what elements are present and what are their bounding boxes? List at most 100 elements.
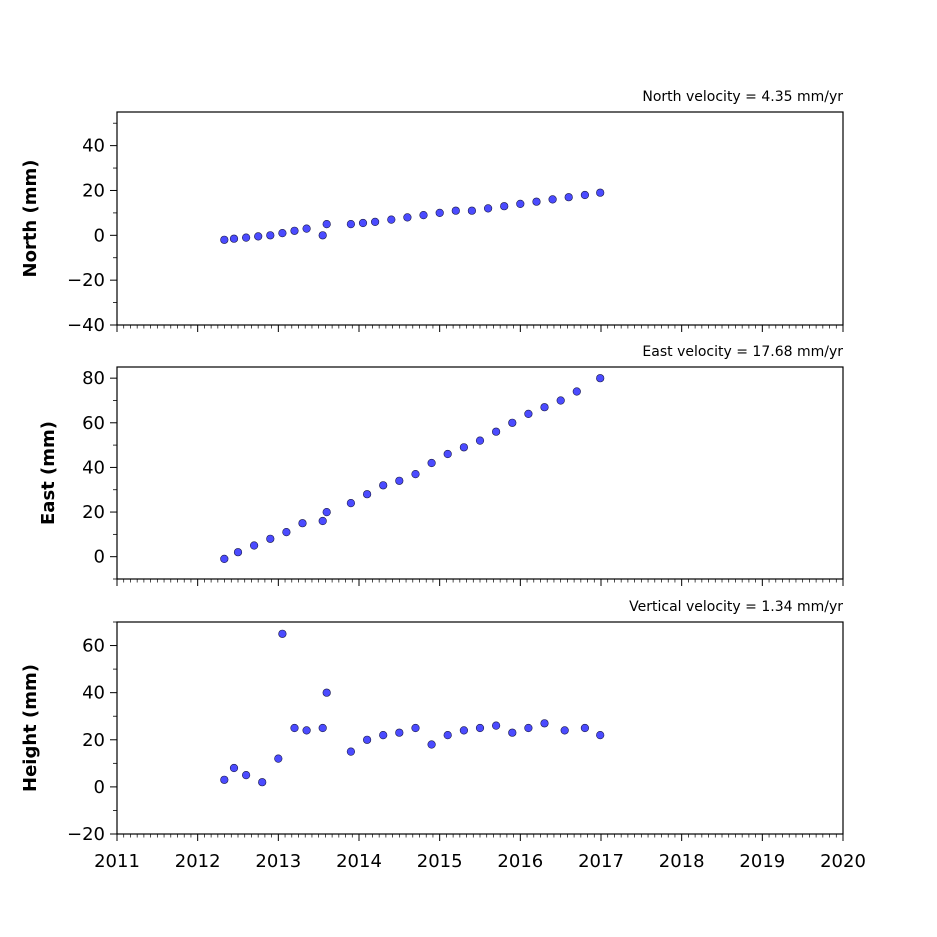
north-velocity-label: North velocity = 4.35 mm/yr [642,89,843,105]
height-data-point [475,723,485,733]
x-tick-label: 2011 [94,851,140,872]
north-data-point [290,226,299,235]
height-data-point [492,721,501,730]
north-data-point [278,229,287,238]
height-data-point [220,775,229,784]
height-y-tick-label: 20 [82,730,105,751]
height-y-axis-label: Height (mm) [20,664,41,792]
height-data-point [290,723,299,733]
east-data-point [540,403,549,412]
north-data-point [322,220,331,229]
east-data-point [524,409,533,419]
east-velocity-label: East velocity = 17.68 mm/yr [642,344,843,360]
east-data-point [443,449,452,459]
north-data-point [302,224,311,233]
east-y-tick-label: 20 [82,502,105,523]
height-data-point [540,719,549,728]
east-data-point [322,507,331,517]
north-data-point [358,218,368,228]
east-data-point [346,499,356,508]
height-panel: Vertical velocity = 1.34 mm/yr Height (mm… [20,599,866,872]
east-data-point [233,548,243,557]
east-panel: East velocity = 17.68 mm/yr East (mm) 0 20 4… [38,344,844,586]
height-data-point [242,770,251,780]
east-data-point [363,490,372,499]
height-velocity-label: Vertical velocity = 1.34 mm/yr [629,599,843,615]
north-data-point [500,202,509,211]
north-data-point [467,206,477,215]
north-data-point [266,231,275,240]
north-data-point [229,234,239,243]
x-tick-label: 2013 [255,851,301,872]
east-data-point [492,427,501,436]
height-y-tick-label: 0 [94,777,105,798]
east-data-point [298,519,307,528]
north-data-point [419,211,428,220]
height-data-point [508,728,517,737]
north-data-point [580,190,590,200]
height-data-points [220,629,605,787]
north-data-point [596,188,605,197]
height-data-point [560,726,569,735]
east-data-point [379,481,388,490]
north-y-tick-label: −40 [67,315,105,336]
east-data-point [427,458,436,468]
north-y-tick-label: −20 [67,270,105,291]
height-data-point [411,723,420,733]
height-data-point [278,629,287,638]
north-data-point [242,233,251,242]
east-data-point [282,527,291,537]
north-data-point [516,199,525,208]
north-data-point [484,204,493,213]
x-tick-label: 2017 [578,851,624,872]
east-data-points [220,374,605,564]
north-y-tick-label: 0 [94,225,105,246]
north-data-point [564,193,573,202]
height-data-point [427,740,436,749]
east-data-point [572,387,581,396]
east-data-point [318,516,327,526]
east-y-axis-label: East (mm) [38,421,59,525]
north-data-point [346,220,356,229]
east-data-point [596,374,605,383]
north-data-point [254,232,263,241]
east-data-point [475,436,485,445]
height-data-point [363,735,372,744]
height-y-tick-label: −20 [67,824,105,845]
height-data-point [395,728,404,737]
north-data-points [220,188,605,244]
north-data-point [318,231,327,240]
height-data-point [322,688,331,697]
north-data-point [220,235,229,244]
east-data-point [220,554,229,564]
height-data-point [580,723,590,733]
east-data-point [395,476,404,485]
x-tick-label: 2015 [417,851,463,872]
north-y-tick-label: 20 [82,180,105,201]
east-data-point [266,534,275,543]
east-data-point [556,396,565,405]
north-panel: North velocity = 4.35 mm/yr North (mm) −40… [20,89,844,336]
north-data-point [371,217,380,226]
north-data-point [451,206,460,215]
height-data-point [318,723,327,733]
east-y-tick-label: 60 [82,413,105,434]
north-axes-frame [116,111,844,326]
east-data-point [411,470,420,479]
north-y-tick-label: 40 [82,136,105,157]
height-data-point [524,723,533,733]
north-data-point [548,195,557,204]
east-y-tick-label: 80 [82,368,105,389]
north-data-point [387,215,396,224]
north-data-point [532,197,541,206]
north-data-point [435,208,444,217]
height-data-point [346,747,356,756]
height-data-point [302,726,311,735]
height-data-point [459,726,469,735]
height-y-tick-label: 60 [82,636,105,657]
x-tick-label: 2019 [739,851,785,872]
x-tick-label: 2020 [820,851,866,872]
north-data-point [403,213,412,222]
height-data-point [379,730,388,740]
